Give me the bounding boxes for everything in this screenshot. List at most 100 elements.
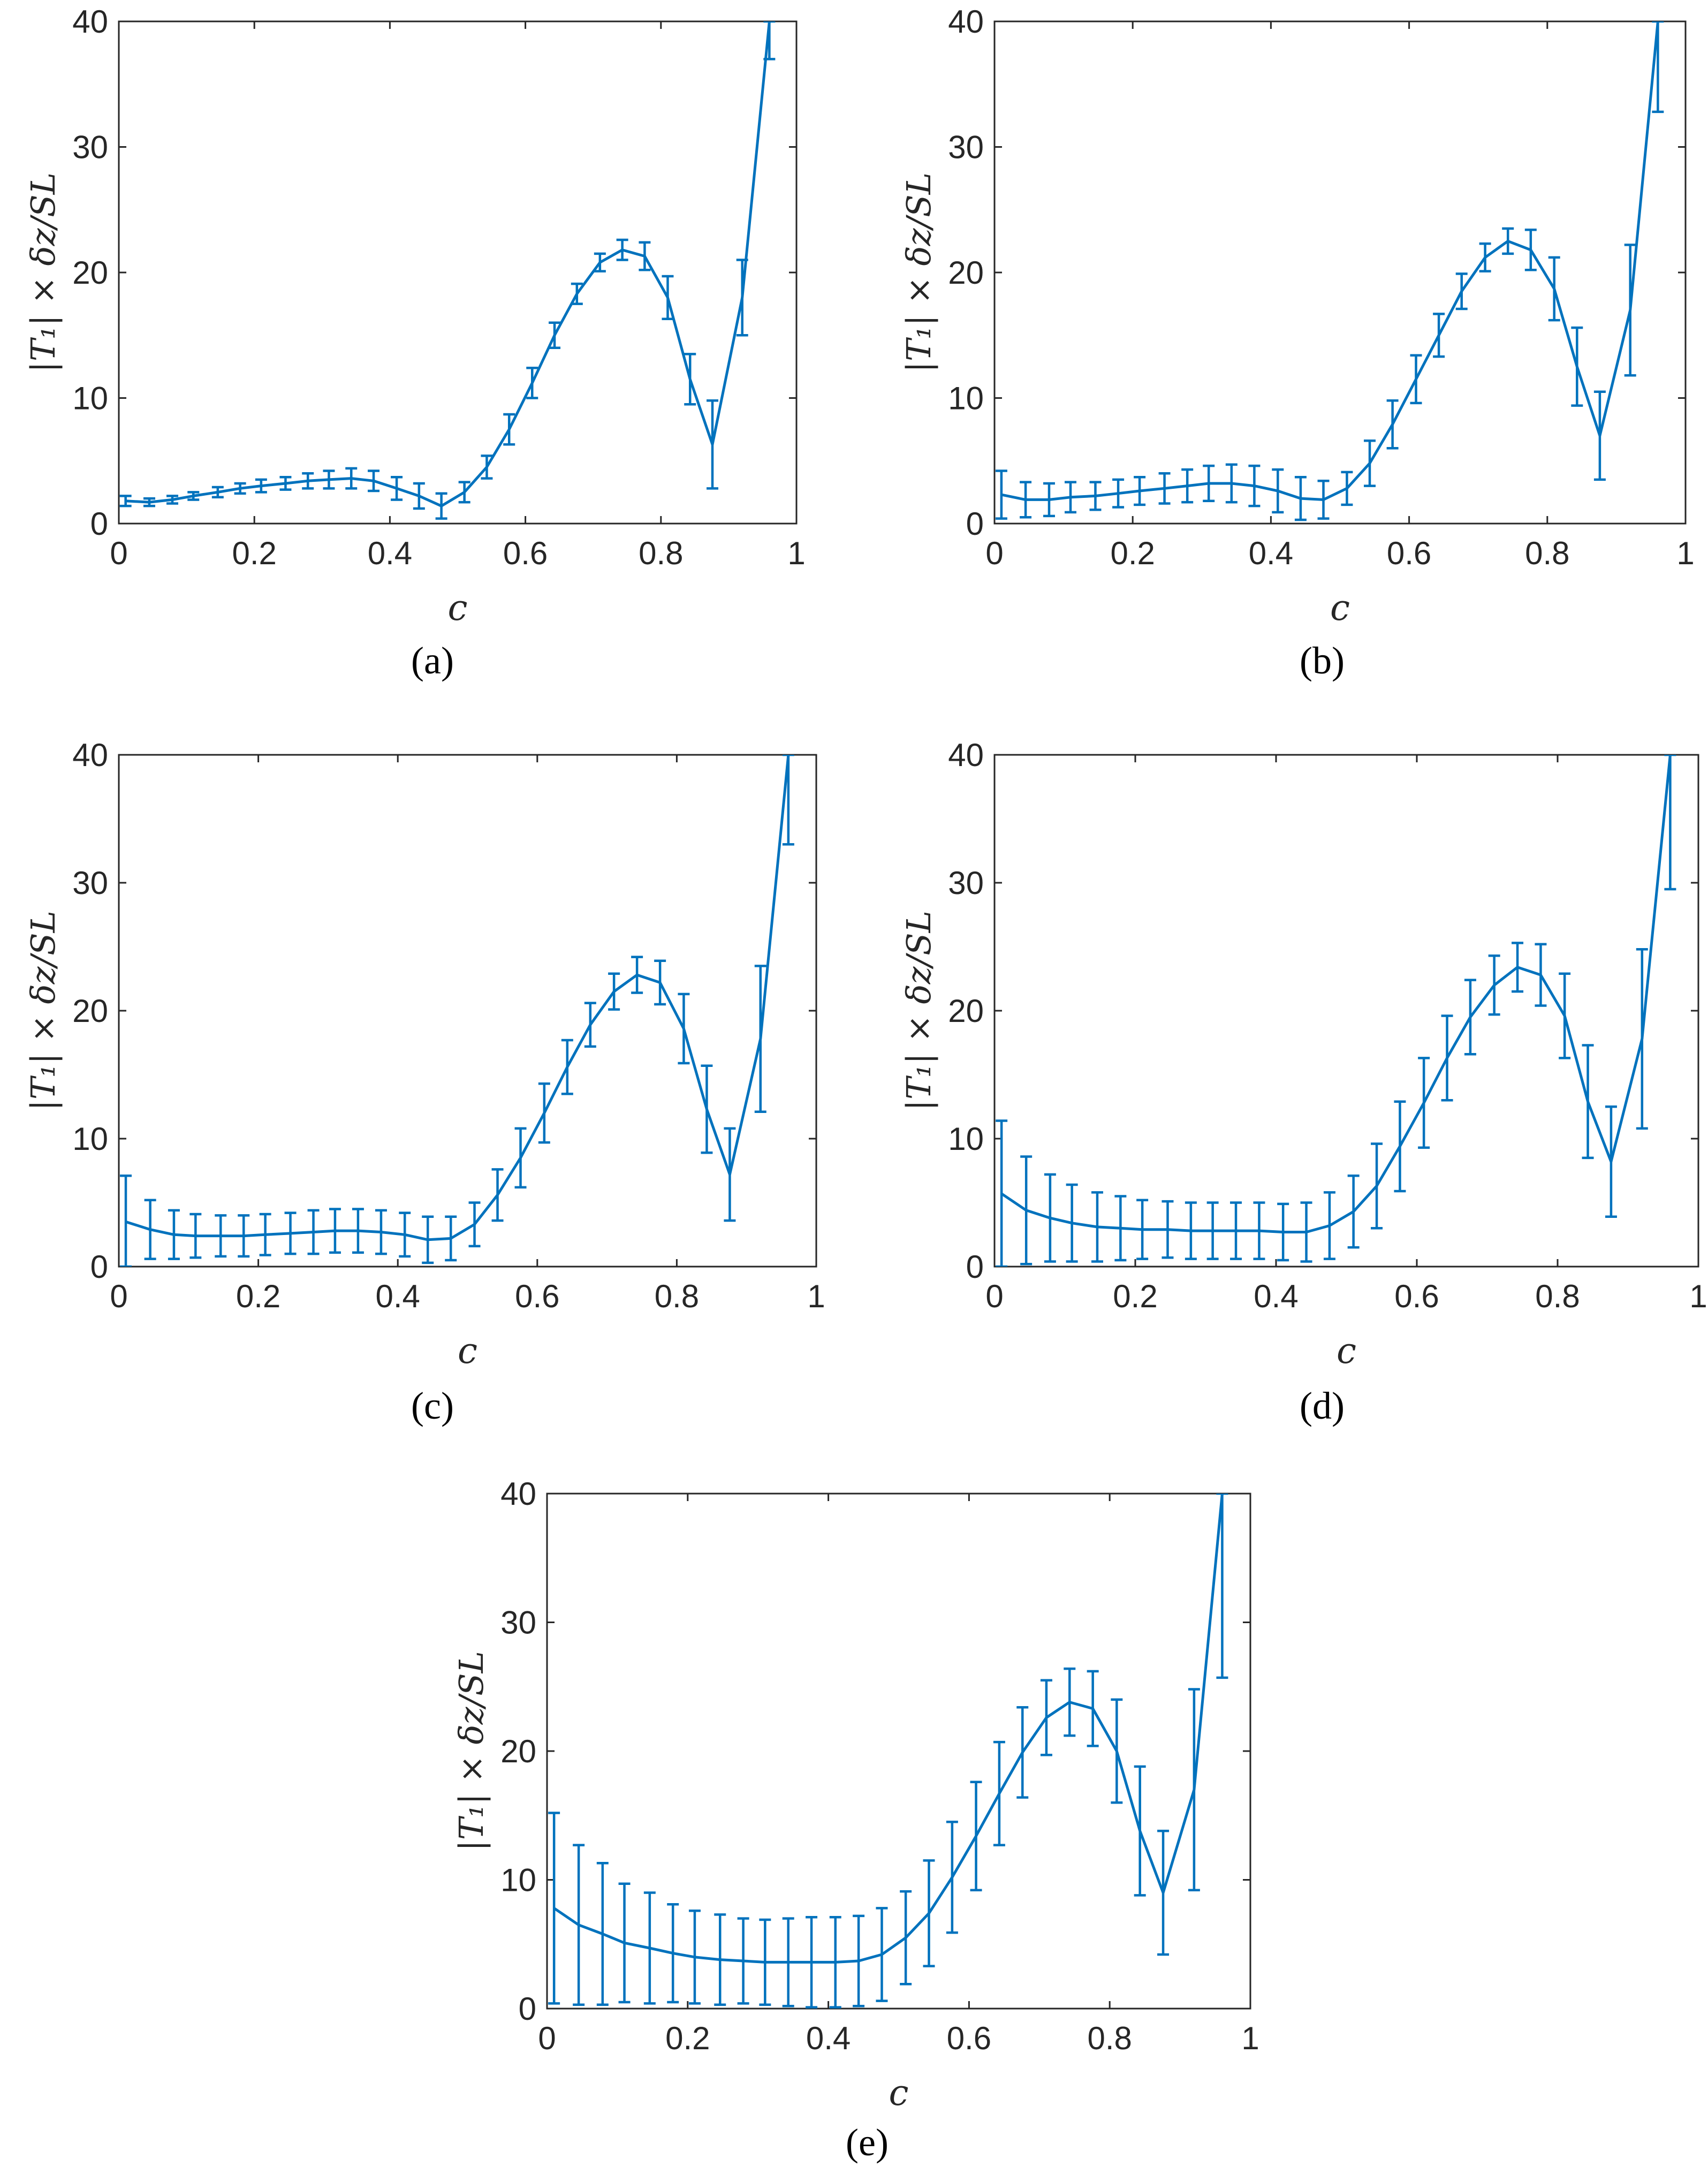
error-bar [946,1821,958,1934]
error-bar [643,1891,656,2005]
error-bar [279,475,292,491]
error-bar [561,1039,573,1095]
error-bar [1181,468,1194,504]
error-bar [1455,272,1468,310]
x-tick-label: 0.4 [1249,535,1293,571]
series-group [995,21,1664,521]
axes-frame [118,20,798,525]
y-tick-label: 0 [519,1991,536,2027]
series-group [119,21,776,520]
x-tick-label: 0.6 [1387,535,1431,571]
x-tick-label: 1 [1689,1278,1707,1314]
error-bar [763,21,776,60]
error-bar [445,1215,457,1262]
panel-label: (a) [411,639,454,682]
y-tick-label: 20 [500,1733,536,1769]
x-axis-label: c [1337,1330,1356,1372]
x-axis-label: c [1330,587,1350,628]
panel-label: (d) [1300,1384,1345,1427]
error-bar [1582,1044,1594,1160]
error-bar [368,469,380,493]
error-bar [144,1199,156,1260]
error-bar [684,353,696,406]
error-bar [594,252,606,272]
error-bar [1020,481,1032,519]
error-bar [631,956,643,994]
panel-label: (b) [1300,639,1345,682]
error-bar [1216,1494,1228,1679]
error-bar [1593,390,1606,481]
x-tick-label: 0.2 [1110,535,1155,571]
error-bar [1044,1173,1056,1263]
error-bar [468,1201,481,1248]
error-bar [238,1214,250,1258]
series-line [1001,21,1659,501]
error-bar [503,413,515,446]
error-bar [1418,1057,1430,1149]
error-bar [187,491,200,501]
x-tick-label: 0 [110,535,127,571]
error-bar [1652,21,1664,113]
panel-label: (e) [846,2121,889,2164]
x-tick-label: 0.2 [665,2020,710,2056]
error-bar [1230,1201,1242,1260]
error-bar [662,275,674,321]
error-bar [724,1127,736,1222]
error-bar [736,259,748,337]
y-axis-label: |T₁| × δz/SL [24,172,63,373]
error-bar [234,482,246,495]
error-bar [1188,1688,1200,1891]
y-tick-label: 30 [500,1605,536,1641]
x-tick-label: 0 [538,2020,556,2056]
series-line [125,755,790,1241]
error-bar [993,1740,1005,1846]
y-axis-label: |T₁| × δz/SL [452,1651,491,1851]
error-bar [737,1917,749,2005]
error-bar [616,238,628,261]
error-bar [259,1213,271,1256]
error-bar [255,478,267,494]
error-bar [1087,1670,1099,1747]
error-bar [120,1175,132,1267]
error-bar [307,1209,320,1255]
x-tick-label: 0.4 [1254,1278,1298,1314]
error-bar [667,1903,679,2004]
x-tick-label: 0.2 [1113,1278,1157,1314]
error-bar [352,1208,364,1254]
error-bar [1410,354,1422,405]
error-bar [1136,1199,1149,1260]
error-bar [1502,227,1514,255]
error-bar [1441,1014,1453,1102]
error-bar [211,486,224,499]
error-bar [323,469,335,490]
y-tick-label: 20 [948,255,984,291]
error-bar [1317,480,1330,520]
x-tick-label: 0.4 [368,535,412,571]
error-bar [189,1213,202,1259]
error-bar [853,1914,865,2008]
error-bar [548,1812,560,2005]
x-tick-label: 0.8 [1087,2020,1132,2056]
y-tick-label: 0 [966,506,984,542]
error-bar [596,1861,609,2006]
series-group [120,755,794,1267]
error-bar [1605,1105,1617,1218]
y-tick-label: 40 [500,1476,536,1512]
error-bar [1394,1100,1406,1193]
error-bar [1371,1142,1383,1230]
y-tick-label: 40 [948,4,984,40]
error-bar [1300,1201,1312,1263]
x-tick-label: 0.6 [1394,1278,1439,1314]
error-bar [1464,979,1476,1056]
error-bar [1636,948,1648,1130]
x-tick-label: 0.6 [503,535,548,571]
error-bar [458,481,470,504]
error-bar [1253,1201,1265,1260]
x-axis-label: c [458,1330,477,1372]
y-tick-label: 30 [948,130,984,165]
x-tick-label: 1 [787,535,805,571]
error-bar [391,475,403,501]
error-bar [1112,478,1125,509]
